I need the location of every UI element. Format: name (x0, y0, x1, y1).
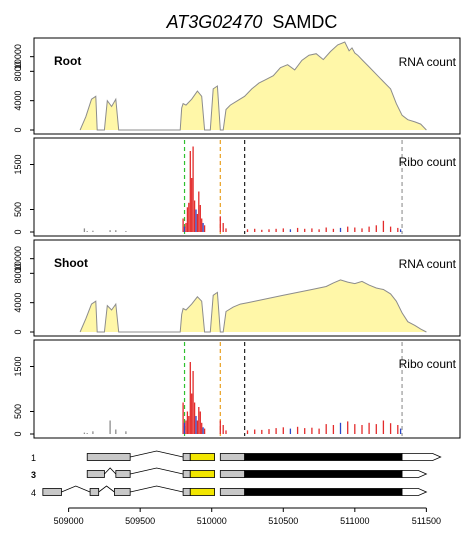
intron-line (104, 467, 117, 475)
y-tick-label: 0 (13, 127, 23, 132)
panel-label: Root (54, 54, 81, 68)
y-tick-label: 500 (13, 404, 23, 419)
utr-block (114, 488, 131, 496)
utr3-arrow (401, 470, 428, 478)
count-label: Ribo count (399, 357, 457, 371)
transcript-label: 3 (31, 470, 36, 480)
gene-id: AT3G02470 (166, 12, 263, 32)
cds-block (244, 470, 403, 478)
y-tick-label: 1500 (13, 154, 23, 174)
utr-block (219, 488, 246, 496)
utr-block (219, 470, 246, 478)
intron-line (130, 450, 184, 458)
rna-line (79, 41, 427, 131)
panel-frame (33, 339, 461, 439)
utr-block (86, 470, 105, 478)
utr3-arrow (401, 453, 442, 461)
intron-line (61, 485, 91, 493)
panel-frame (33, 239, 461, 337)
y-tick-label: 4000 (13, 293, 23, 313)
uorf-block (189, 488, 215, 496)
gene-name: SAMDC (272, 12, 337, 32)
x-tick-label: 510000 (197, 516, 227, 526)
y-tick-label: 500 (13, 202, 23, 217)
x-tick-label: 509500 (125, 516, 155, 526)
count-label: RNA count (399, 55, 457, 69)
panel-frame (33, 37, 461, 135)
intron-line (130, 467, 184, 475)
utr-block (42, 488, 62, 496)
count-label: Ribo count (399, 155, 457, 169)
transcript-label: 1 (31, 453, 36, 463)
cds-block (244, 488, 403, 496)
utr-block (86, 453, 131, 461)
intron-line (98, 485, 115, 493)
gene-model: 1 3 4 509000 509500 510000 510500 511000 511500 (31, 450, 442, 526)
utr-block (182, 488, 191, 496)
rna-area (80, 42, 427, 130)
y-tick-label: 0 (13, 329, 23, 334)
y-tick-label: 0 (13, 431, 23, 436)
rna-line (79, 279, 427, 333)
cds-block (244, 453, 403, 461)
panel-frame (33, 137, 461, 237)
count-label: RNA count (399, 257, 457, 271)
y-tick-label: 8000 (13, 61, 23, 81)
transcript-1: 1 (31, 450, 442, 463)
utr3-arrow (401, 488, 428, 496)
transcript-4: 4 (31, 485, 428, 498)
x-tick-label: 510500 (268, 516, 298, 526)
utr-block (89, 488, 100, 496)
y-tick-label: 10000 (13, 44, 23, 69)
x-tick-label: 511500 (412, 516, 441, 526)
utr-block (182, 453, 191, 461)
panel-shoot-ribo: 0 500 1500 Ribo count (13, 339, 461, 439)
utr-block (219, 453, 246, 461)
rna-area (80, 279, 427, 332)
panel-label: Shoot (54, 256, 88, 270)
transcript-label: 4 (31, 488, 36, 498)
y-tick-label: 8000 (13, 263, 23, 283)
panel-root-ribo: 0 500 1500 Ribo count (13, 137, 461, 237)
y-tick-label: 10000 (13, 246, 23, 271)
intron-line (130, 485, 184, 493)
y-tick-label: 0 (13, 229, 23, 234)
x-tick-label: 511000 (340, 516, 369, 526)
uorf-block (189, 453, 215, 461)
y-tick-label: 4000 (13, 91, 23, 111)
chart-title: AT3G02470 SAMDC (166, 12, 338, 32)
x-tick-label: 509000 (54, 516, 84, 526)
y-tick-label: 1500 (13, 356, 23, 376)
utr-block (115, 470, 131, 478)
transcript-3: 3 (31, 467, 428, 480)
uorf-block (189, 470, 215, 478)
utr-block (182, 470, 191, 478)
